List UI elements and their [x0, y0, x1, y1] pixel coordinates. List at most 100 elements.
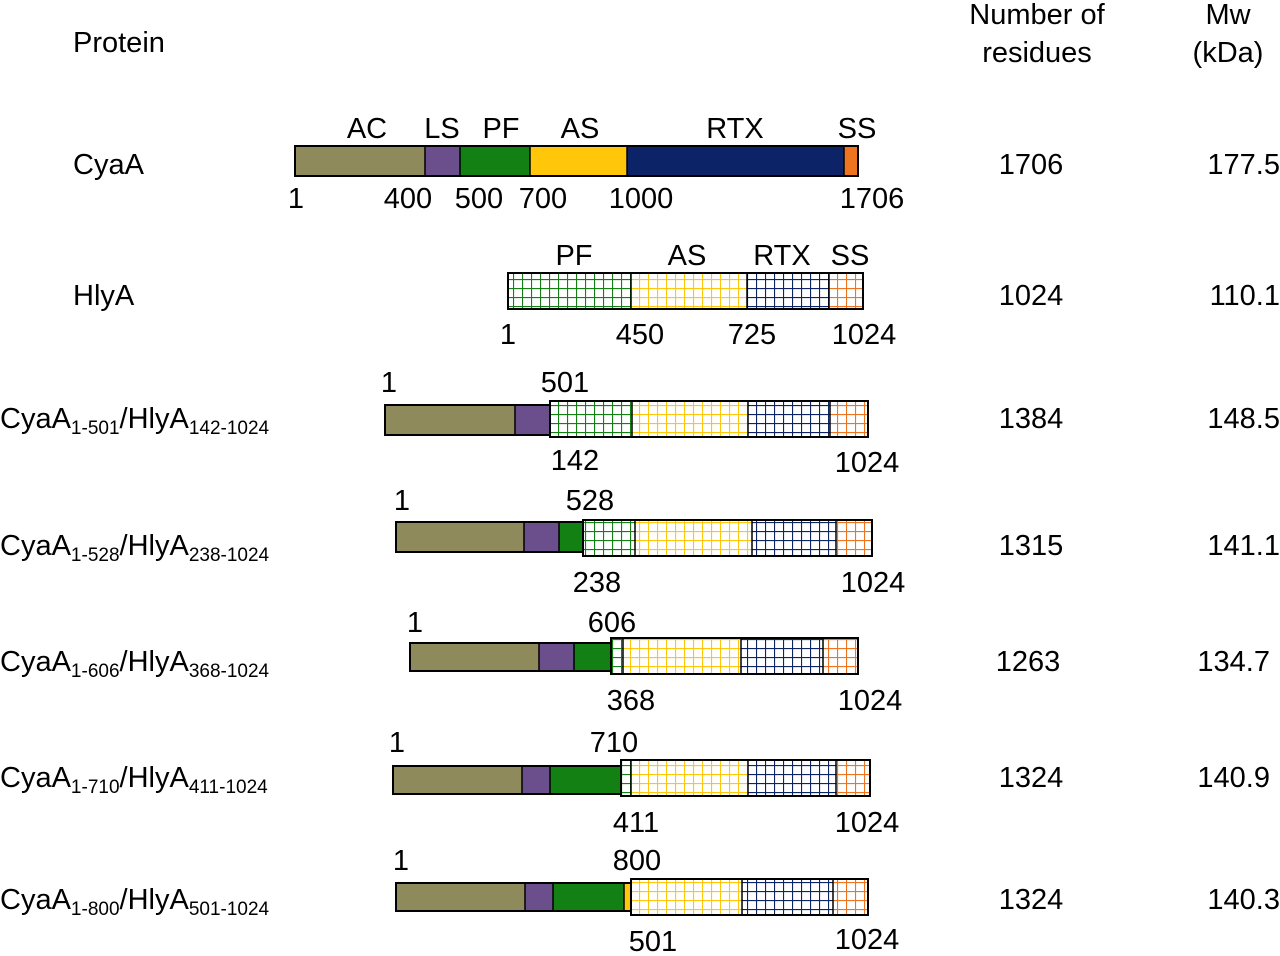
segment-rtx	[752, 520, 836, 556]
residue-tick-top: 710	[590, 727, 638, 759]
segment-pf	[460, 146, 530, 176]
name-prefix: CyaA	[0, 884, 72, 916]
name-prefix: CyaA	[0, 646, 72, 678]
row-chimera-501: CyaA1-501/HlyA142-1024 1 501 142 1024 13…	[0, 367, 1280, 479]
row-chimera-710: CyaA1-710/HlyA411-1024 1 710 411 1024 13…	[0, 727, 1270, 839]
protein-bar-chimera-606	[409, 637, 859, 675]
domain-label-rtx: RTX	[753, 240, 810, 272]
segment-ss	[844, 146, 858, 176]
segment-pf	[583, 520, 635, 556]
segment-as	[623, 638, 741, 674]
name-subscript-cyaa: 1-606	[71, 661, 120, 682]
residue-tick: 700	[519, 183, 567, 215]
segment-pf	[508, 273, 631, 309]
segment-ls	[539, 643, 574, 671]
molecular-weight: 134.7	[1197, 646, 1270, 678]
protein-bar-chimera-710	[392, 759, 871, 797]
header-residues-line2: residues	[982, 37, 1092, 69]
domain-label-pf: PF	[555, 240, 592, 272]
segment-ac	[410, 643, 539, 671]
chimera-name: CyaA1-501/HlyA142-1024	[0, 403, 270, 439]
segment-as	[632, 401, 748, 437]
protein-name: HlyA	[73, 280, 135, 312]
hlya-part-outline	[582, 519, 873, 557]
segment-as	[530, 146, 627, 176]
residue-tick-bottom: 142	[551, 445, 599, 477]
segment-as-cyaa	[624, 883, 631, 911]
segment-ac	[295, 146, 425, 176]
row-hlya: HlyA PF AS RTX SS 1 450 725 1024 1024 11…	[73, 240, 1280, 351]
residue-count: 1706	[999, 149, 1064, 181]
segment-ac	[393, 766, 522, 794]
chimera-name: CyaA1-606/HlyA368-1024	[0, 646, 270, 682]
residue-tick: 450	[616, 319, 664, 351]
header-residues-line1: Number of	[969, 0, 1105, 31]
name-middle: /HlyA	[120, 884, 190, 916]
name-middle: /HlyA	[120, 646, 190, 678]
segment-as	[631, 879, 742, 915]
segment-pf	[550, 401, 632, 437]
residue-tick-bottom: 411	[613, 807, 659, 839]
header-protein: Protein	[73, 27, 165, 59]
residue-tick-bottom: 1024	[835, 447, 900, 479]
segment-pf-cyaa	[550, 766, 621, 794]
name-subscript-hlya: 411-1024	[189, 777, 268, 798]
residue-tick-bottom: 1024	[841, 567, 906, 599]
row-chimera-528: CyaA1-528/HlyA238-1024 1 528 238 1024 13…	[0, 485, 1280, 599]
chimera-name: CyaA1-528/HlyA238-1024	[0, 530, 270, 566]
hlya-part-outline	[610, 637, 859, 675]
name-prefix: CyaA	[0, 762, 72, 794]
name-middle: /HlyA	[120, 762, 190, 794]
hlya-part-outline	[549, 400, 869, 438]
segment-ls	[515, 405, 550, 435]
name-subscript-cyaa: 1-528	[71, 545, 120, 566]
residue-tick-bottom: 1024	[838, 685, 903, 717]
name-prefix: CyaA	[0, 530, 72, 562]
segment-as	[635, 520, 752, 556]
chimera-name: CyaA1-710/HlyA411-1024	[0, 762, 268, 798]
segment-as	[631, 273, 747, 309]
row-cyaa: CyaA AC LS PF AS RTX SS 1 400 500 700 10…	[73, 113, 1280, 215]
residue-tick-bottom: 368	[607, 685, 655, 717]
name-subscript-hlya: 501-1024	[189, 899, 270, 920]
residue-count: 1024	[999, 280, 1064, 312]
header-mw-line1: Mw	[1205, 0, 1251, 31]
segment-ss	[823, 638, 858, 674]
segment-ls	[425, 146, 460, 176]
molecular-weight: 140.9	[1197, 762, 1270, 794]
segment-rtx	[747, 273, 829, 309]
segment-rtx	[748, 760, 836, 796]
name-subscript-hlya: 142-1024	[189, 418, 270, 439]
residue-tick-bottom: 238	[573, 567, 621, 599]
domain-label-ss: SS	[831, 240, 870, 272]
segment-ss	[836, 520, 872, 556]
segment-pf-cyaa	[559, 522, 583, 552]
domain-label-ls: LS	[424, 113, 459, 145]
residue-tick: 725	[728, 319, 776, 351]
domain-label-rtx: RTX	[706, 113, 763, 145]
segment-pf-cyaa	[574, 643, 611, 671]
domain-label-as: AS	[561, 113, 600, 145]
residue-tick-top: 501	[541, 367, 589, 399]
row-chimera-606: CyaA1-606/HlyA368-1024 1 606 368 1024 12…	[0, 607, 1270, 717]
residue-tick-top: 800	[613, 845, 661, 877]
bar-outline	[294, 145, 859, 177]
molecular-weight: 110.1	[1210, 280, 1280, 312]
domain-label-ss: SS	[838, 113, 877, 145]
residue-tick-bottom: 1024	[835, 807, 900, 839]
segment-pf	[621, 760, 631, 796]
segment-as	[631, 760, 748, 796]
segment-pf-cyaa	[553, 883, 624, 911]
segment-ss	[830, 401, 868, 437]
residue-count: 1384	[999, 403, 1064, 435]
residue-tick: 400	[384, 183, 432, 215]
name-subscript-hlya: 368-1024	[189, 661, 270, 682]
segment-ss	[836, 760, 870, 796]
segment-ls	[524, 522, 559, 552]
name-subscript-cyaa: 1-710	[71, 777, 120, 798]
segment-rtx	[742, 879, 833, 915]
molecular-weight: 141.1	[1207, 530, 1280, 562]
segment-pf	[611, 638, 623, 674]
residue-tick: 500	[455, 183, 503, 215]
bar-outline	[507, 272, 864, 310]
